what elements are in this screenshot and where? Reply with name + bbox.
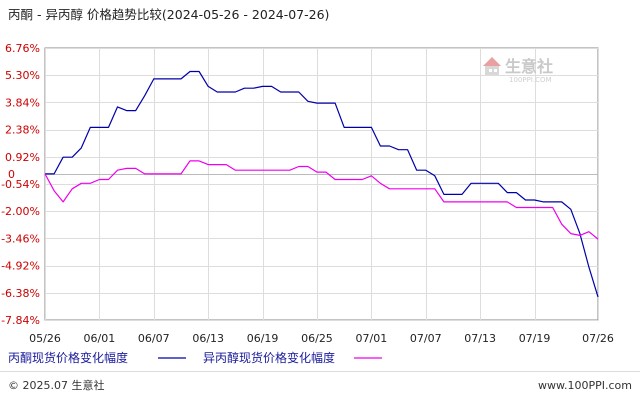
x-tick-label: 07/19 — [519, 332, 551, 345]
legend: 丙酮现货价格变化幅度 异丙醇现货价格变化幅度 — [8, 350, 382, 365]
x-tick-label: 06/25 — [301, 332, 333, 345]
legend-label-isopropanol: 异丙醇现货价格变化幅度 — [203, 350, 335, 365]
series-line-isopropanol — [44, 160, 599, 240]
x-tick-label: 06/07 — [138, 332, 170, 345]
y-tick-label: -0.54% — [1, 178, 40, 191]
x-tick-label: 07/07 — [410, 332, 442, 345]
series-line-acetone — [45, 70, 599, 298]
y-tick-label: -3.46% — [1, 232, 40, 245]
house-logo-icon — [483, 57, 501, 75]
y-tick-label: 5.30% — [5, 69, 40, 82]
x-axis-ticks: 05/26 06/01 06/07 06/13 06/19 06/25 07/01 07/07… — [29, 332, 614, 345]
y-tick-label: -7.84% — [1, 314, 40, 327]
x-tick-label: 06/13 — [192, 332, 224, 345]
footer-copyright: © 2025.07 生意社 — [8, 378, 104, 392]
x-tick-label: 07/01 — [356, 332, 388, 345]
y-tick-label: -4.92% — [1, 260, 40, 273]
footer-website: www.100PPI.com — [538, 379, 632, 392]
y-tick-label: 6.76% — [5, 42, 40, 55]
x-tick-label: 07/26 — [582, 332, 614, 345]
watermark-text: 生意社 — [505, 57, 553, 76]
x-tick-label: 05/26 — [29, 332, 61, 345]
x-tick-label: 06/19 — [247, 332, 279, 345]
watermark-logo: 生意社 100PPI.COM — [483, 57, 553, 84]
chart-title: 丙酮 - 异丙醇 价格趋势比较(2024-05-26 - 2024-07-26) — [8, 7, 329, 22]
y-tick-label: 2.38% — [5, 124, 40, 137]
series-lines — [44, 70, 599, 298]
legend-label-acetone: 丙酮现货价格变化幅度 — [8, 350, 128, 365]
x-tick-label: 06/01 — [84, 332, 116, 345]
grid-lines — [45, 48, 599, 321]
y-tick-label: 3.84% — [5, 96, 40, 109]
y-tick-label: -2.00% — [1, 205, 40, 218]
y-tick-label-zero: 0 — [8, 168, 15, 181]
watermark-subtext: 100PPI.COM — [509, 76, 552, 84]
y-axis-ticks: 6.76% 5.30% 3.84% 2.38% 0.92% -0.54% -2.00% -3.… — [1, 42, 40, 327]
y-tick-label: 0.92% — [5, 151, 40, 164]
y-tick-label: -6.38% — [1, 287, 40, 300]
x-tick-label: 07/13 — [464, 332, 496, 345]
